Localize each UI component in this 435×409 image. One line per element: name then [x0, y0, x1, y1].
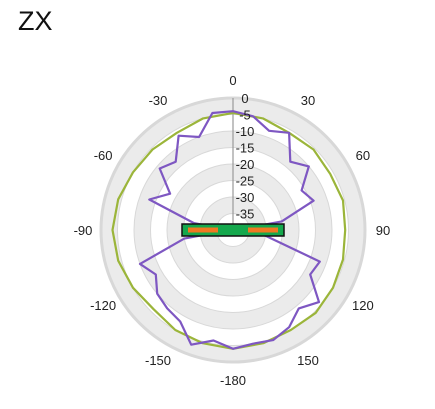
chart-title: ZX — [18, 6, 53, 36]
angle-tick-label: 90 — [376, 223, 390, 238]
board-element-right — [248, 227, 278, 233]
angle-tick-label: -180 — [220, 373, 246, 388]
radial-tick-label: -15 — [236, 141, 255, 156]
angle-tick-label: -60 — [94, 148, 113, 163]
radial-tick-label: -5 — [239, 108, 251, 123]
series-line-2 — [138, 110, 321, 350]
board-element-left — [188, 227, 218, 233]
board-body — [181, 223, 285, 237]
angle-tick-label: 60 — [356, 148, 370, 163]
radial-tick-labels: 0 -5-10 -15-20 -25-30 -35 — [236, 91, 255, 222]
angle-tick-label: -150 — [145, 353, 171, 368]
angle-tick-label: -30 — [149, 93, 168, 108]
angle-tick-label: 30 — [301, 93, 315, 108]
radial-tick-label: -30 — [236, 190, 255, 205]
antenna-board-icon — [181, 223, 285, 237]
angle-tick-label: 120 — [352, 298, 374, 313]
angle-tick-label: -120 — [90, 298, 116, 313]
series-layer — [111, 110, 347, 350]
radial-tick-label: 0 — [241, 91, 248, 106]
angle-tick-label: 0 — [229, 73, 236, 88]
radial-tick-label: -20 — [236, 157, 255, 172]
angle-tick-label: -90 — [74, 223, 93, 238]
radial-tick-label: -25 — [236, 174, 255, 189]
angle-tick-label: 150 — [297, 353, 319, 368]
radial-tick-label: -10 — [236, 124, 255, 139]
radial-tick-label: -35 — [236, 207, 255, 222]
